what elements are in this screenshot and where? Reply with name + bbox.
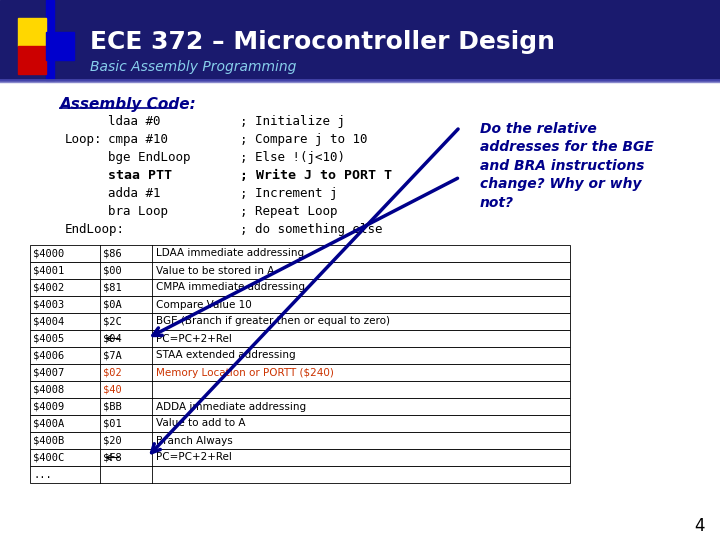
Text: $4000: $4000 [33,248,64,259]
Text: $86: $86 [103,248,122,259]
Text: $20: $20 [103,435,122,445]
Text: ADDA immediate addressing: ADDA immediate addressing [156,402,306,411]
Text: ...: ... [33,469,52,480]
Text: BGE (Branch if greater then or equal to zero): BGE (Branch if greater then or equal to … [156,316,390,327]
Text: $7A: $7A [103,350,122,361]
Text: $00: $00 [103,266,122,275]
Text: Value to be stored in A: Value to be stored in A [156,266,274,275]
Bar [18,18,46,46]
Text: Compare Value 10: Compare Value 10 [156,300,252,309]
Text: CMPA immediate addressing: CMPA immediate addressing [156,282,305,293]
Text: ; Compare j to 10: ; Compare j to 10 [240,133,367,146]
Text: bra Loop: bra Loop [108,205,168,218]
Text: STAA extended addressing: STAA extended addressing [156,350,296,361]
Text: $4009: $4009 [33,402,64,411]
Bar [30,313,570,330]
Bar [30,449,570,466]
Bar [30,245,570,262]
Text: ECE 372 – Microcontroller Design: ECE 372 – Microcontroller Design [90,30,555,54]
Text: $4001: $4001 [33,266,64,275]
Bar [30,415,570,432]
Text: ; Initialize j: ; Initialize j [240,115,345,128]
Bar [30,262,570,279]
Text: $01: $01 [103,418,122,429]
Text: $4003: $4003 [33,300,64,309]
Text: ; Write J to PORT T: ; Write J to PORT T [240,169,392,182]
Text: cmpa #10: cmpa #10 [108,133,168,146]
Text: bge EndLoop: bge EndLoop [108,151,191,164]
Text: ldaa #0: ldaa #0 [108,115,161,128]
Text: Branch Always: Branch Always [156,435,233,445]
Text: adda #1: adda #1 [108,187,161,200]
Text: Loop:: Loop: [65,133,102,146]
Text: $F8: $F8 [103,453,122,462]
Text: Assembly Code:: Assembly Code: [60,97,197,112]
Bar [46,32,74,60]
Bar [30,279,570,296]
Text: $4006: $4006 [33,350,64,361]
Text: $400B: $400B [33,435,64,445]
Text: PC=PC+2+Rel: PC=PC+2+Rel [156,453,232,462]
Bar [30,330,570,347]
Text: $400C: $400C [33,453,64,462]
Text: $81: $81 [103,282,122,293]
Bar [30,347,570,364]
Bar [30,432,570,449]
Text: EndLoop:: EndLoop: [65,223,125,236]
Bar [46,0,54,80]
Text: Do the relative
addresses for the BGE
and BRA instructions
change? Why or why
no: Do the relative addresses for the BGE an… [480,122,654,210]
Bar [30,364,570,381]
Text: ; do something else: ; do something else [240,223,382,236]
Text: Memory Location or PORTT ($240): Memory Location or PORTT ($240) [156,368,334,377]
Text: LDAA immediate addressing: LDAA immediate addressing [156,248,304,259]
Text: ; Else !(j<10): ; Else !(j<10) [240,151,345,164]
Bar [30,381,570,398]
Text: staa PTT: staa PTT [108,169,172,182]
Text: $2C: $2C [103,316,122,327]
Text: Value to add to A: Value to add to A [156,418,246,429]
Text: ; Repeat Loop: ; Repeat Loop [240,205,338,218]
Text: $BB: $BB [103,402,122,411]
Text: 4: 4 [695,517,705,535]
Bar [30,296,570,313]
Text: Basic Assembly Programming: Basic Assembly Programming [90,60,297,74]
Text: $0A: $0A [103,300,122,309]
Text: PC=PC+2+Rel: PC=PC+2+Rel [156,334,232,343]
Bar [30,466,570,483]
Text: $02: $02 [103,368,122,377]
Text: $400A: $400A [33,418,64,429]
Text: $40: $40 [103,384,122,395]
Text: $4008: $4008 [33,384,64,395]
Text: $4004: $4004 [33,316,64,327]
Text: $04: $04 [103,334,122,343]
Bar [18,46,46,74]
Bar [0,0,720,80]
Bar [30,398,570,415]
Text: ; Increment j: ; Increment j [240,187,338,200]
Text: $4002: $4002 [33,282,64,293]
Text: $4005: $4005 [33,334,64,343]
Text: $4007: $4007 [33,368,64,377]
